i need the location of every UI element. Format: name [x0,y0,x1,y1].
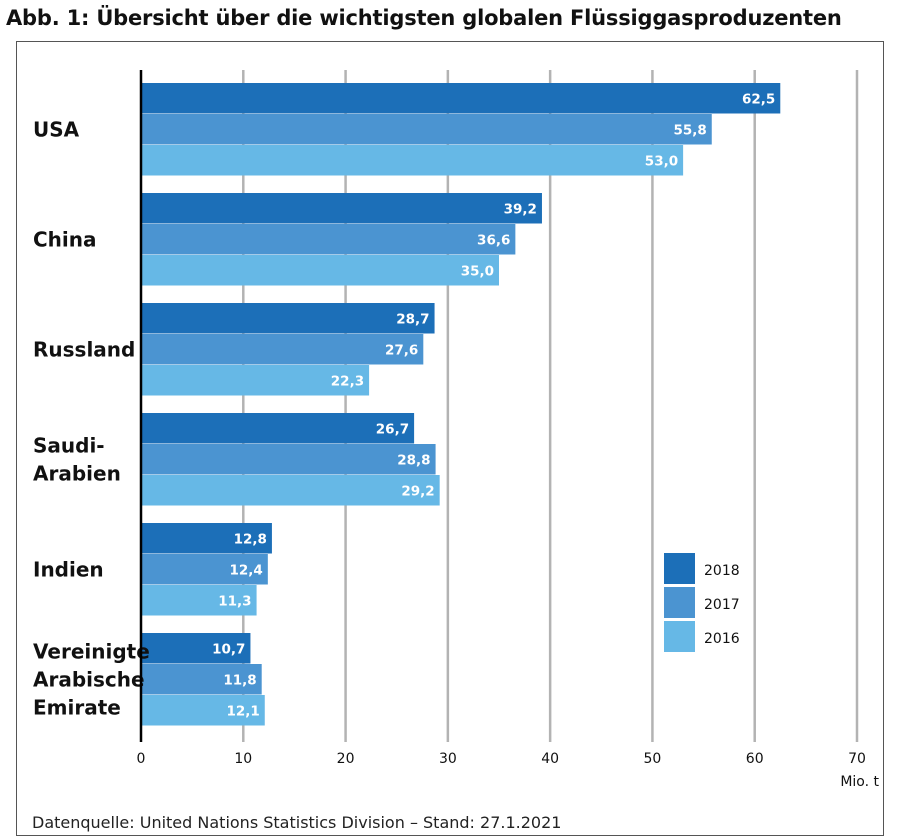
bar [141,664,262,695]
bar [141,444,436,475]
bar [141,585,257,616]
legend-swatch [664,553,695,584]
data-source-note: Datenquelle: United Nations Statistics D… [32,813,562,832]
category-label: Arabische [33,668,145,692]
x-tick-label: 70 [848,751,866,767]
bar-value-label: 29,2 [401,484,434,500]
legend-swatch [664,621,695,652]
bar [141,224,516,255]
bar-value-label: 27,6 [385,343,418,359]
bar [141,523,272,554]
x-tick-label: 40 [541,751,559,767]
x-tick-label: 50 [644,751,662,767]
bar-value-label: 22,3 [331,374,364,390]
bar [141,193,542,224]
bar [141,475,440,506]
bar-value-label: 35,0 [461,264,494,280]
bar-value-label: 12,4 [230,563,263,579]
x-tick-label: 0 [137,751,146,767]
category-label: Emirate [33,696,121,720]
bar [141,255,499,286]
x-tick-label: 20 [337,751,355,767]
bar [141,554,268,585]
bar [141,633,251,664]
x-tick-label: 60 [746,751,764,767]
category-label: Indien [33,558,104,582]
bar [141,83,781,114]
category-label: Arabien [33,462,121,486]
x-axis-unit: Mio. t [840,774,879,790]
chart-title: Abb. 1: Übersicht über die wichtigsten g… [6,6,842,30]
bar-value-label: 39,2 [504,202,537,218]
category-label: Saudi- [33,434,105,458]
bar-value-label: 62,5 [742,92,775,108]
bar-value-label: 12,1 [226,704,259,720]
category-label: China [33,228,97,252]
bar-value-label: 28,7 [396,312,429,328]
x-tick-label: 10 [234,751,252,767]
bar-value-label: 12,8 [234,532,267,548]
x-tick-label: 30 [439,751,457,767]
chart-frame [16,41,884,836]
bar [141,145,684,176]
bar [141,334,424,365]
bar-value-label: 26,7 [376,422,409,438]
bar-value-label: 28,8 [397,453,430,469]
bar-value-label: 55,8 [673,123,706,139]
bar-value-label: 36,6 [477,233,510,249]
bar-value-label: 53,0 [645,154,678,170]
bar [141,303,435,334]
category-label: USA [33,118,80,142]
category-label: Vereinigte [33,640,150,664]
bar [141,695,265,726]
bar-value-label: 11,3 [218,594,251,610]
bar-value-label: 10,7 [212,642,245,658]
bar [141,114,712,145]
bar [141,413,415,444]
legend-label: 2018 [704,563,740,579]
legend-label: 2016 [704,631,740,647]
legend-swatch [664,587,695,618]
legend-label: 2017 [704,597,740,613]
bar [141,365,370,396]
category-label: Russland [33,338,135,362]
bar-value-label: 11,8 [223,673,256,689]
